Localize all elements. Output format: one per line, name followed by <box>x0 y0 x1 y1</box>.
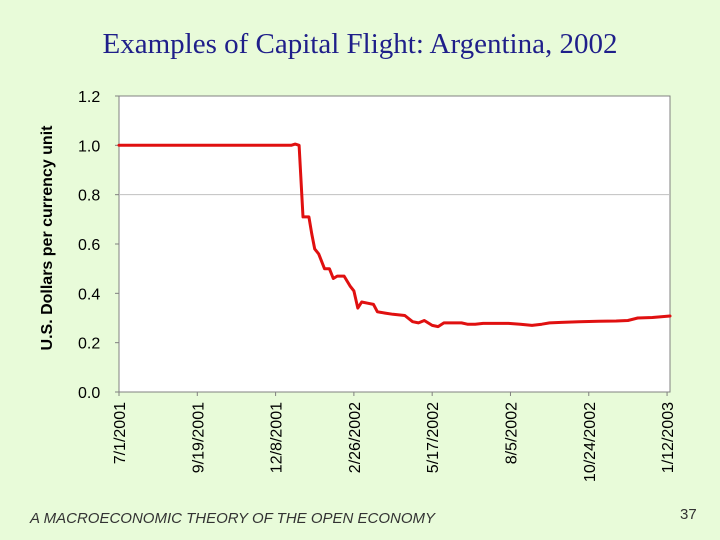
x-tick-label: 10/24/2002 <box>582 402 599 482</box>
page-number: 37 <box>680 506 697 523</box>
x-tick-label: 9/19/2001 <box>190 402 207 473</box>
slide-title: Examples of Capital Flight: Argentina, 2… <box>102 28 618 60</box>
y-tick-label: 0.8 <box>78 188 100 205</box>
x-tick-label: 2/26/2002 <box>347 402 364 473</box>
x-tick-label: 5/17/2002 <box>425 402 442 473</box>
y-tick-label: 0.2 <box>78 336 100 353</box>
y-tick-label: 0.6 <box>78 237 100 254</box>
series-line <box>117 142 672 329</box>
y-tick-label: 1.0 <box>78 138 100 155</box>
y-tick-label: 1.2 <box>78 89 100 106</box>
plot-area <box>118 95 671 393</box>
y-axis-title: U.S. Dollars per currency unit <box>39 125 56 351</box>
x-tick-label: 7/1/2001 <box>112 402 129 464</box>
x-tick-label: 12/8/2001 <box>269 402 286 473</box>
y-tick-label: 0.4 <box>78 286 100 303</box>
x-tick-label: 8/5/2002 <box>503 402 520 464</box>
footer-text: A MACROECONOMIC THEORY OF THE OPEN ECONO… <box>30 510 436 527</box>
y-tick-label: 0.0 <box>78 385 100 402</box>
x-tick-label: 1/12/2003 <box>660 402 677 473</box>
